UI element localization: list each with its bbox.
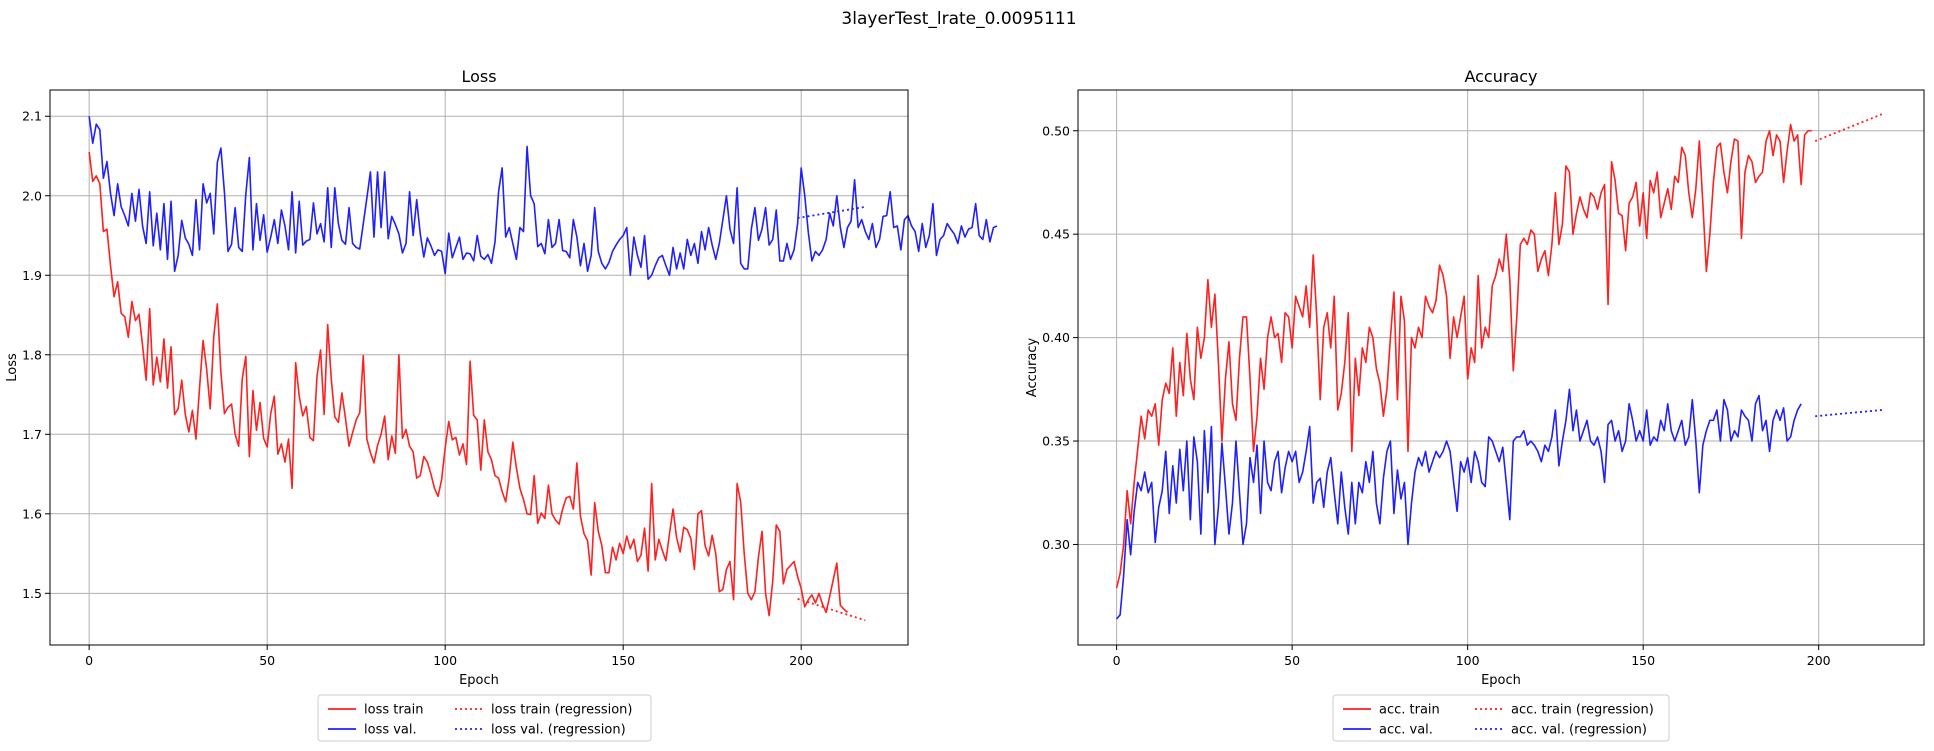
legend-label: loss train xyxy=(364,703,424,718)
series-line-loss-train-regression- xyxy=(797,598,866,622)
legend-label: loss train (regression) xyxy=(491,703,633,718)
series-line-acc-val- xyxy=(1115,388,1802,620)
axes-frame xyxy=(49,89,909,646)
y-tick-label: 1.8 xyxy=(22,347,42,362)
x-axis-label: Epoch xyxy=(459,673,499,688)
x-tick-label: 150 xyxy=(1631,653,1655,668)
x-tick-label: 0 xyxy=(85,653,93,668)
x-axis-label: Epoch xyxy=(1481,673,1521,688)
legend-label: loss val. (regression) xyxy=(491,723,626,738)
legend-box xyxy=(317,694,652,742)
x-tick-label: 200 xyxy=(1807,653,1831,668)
y-tick-label: 0.50 xyxy=(1042,123,1070,138)
y-tick-label: 0.40 xyxy=(1042,330,1070,345)
chart-title: Accuracy xyxy=(1464,67,1537,86)
legend-label: acc. val. (regression) xyxy=(1511,723,1647,738)
chart-1: 0 50 100 150 200 0.30 0.35 0.40 0.45 0.50 Accuracy… xyxy=(1025,67,1925,742)
x-tick-label: 150 xyxy=(611,653,635,668)
x-tick-label: 100 xyxy=(433,653,457,668)
y-tick-label: 1.6 xyxy=(22,506,42,521)
series-line-acc-train-regression- xyxy=(1814,113,1883,142)
y-tick-label: 2.0 xyxy=(22,188,42,203)
x-tick-label: 50 xyxy=(259,653,275,668)
series-line-loss-val- xyxy=(88,116,998,281)
x-tick-label: 50 xyxy=(1284,653,1300,668)
x-tick-label: 200 xyxy=(789,653,813,668)
legend-label: loss val. xyxy=(364,723,417,738)
y-axis-label: Loss xyxy=(5,353,20,382)
legend-label: acc. val. xyxy=(1379,723,1433,738)
legend: acc. train acc. val. acc. train (regressio… xyxy=(1332,694,1670,742)
chart-title: Loss xyxy=(461,67,496,86)
legend-label: acc. train (regression) xyxy=(1511,703,1654,718)
series-line-loss-train xyxy=(88,151,849,617)
series-line-loss-val-regression- xyxy=(797,205,866,219)
y-tick-label: 0.45 xyxy=(1042,227,1070,242)
y-axis-label: Accuracy xyxy=(1025,338,1040,398)
x-tick-label: 100 xyxy=(1456,653,1480,668)
x-tick-label: 0 xyxy=(1113,653,1121,668)
axes-frame xyxy=(1077,89,1925,646)
series-line-acc-val-regression- xyxy=(1815,409,1882,418)
y-tick-label: 1.9 xyxy=(22,268,42,283)
y-tick-label: 1.7 xyxy=(22,427,42,442)
series-line-acc-train xyxy=(1115,123,1812,589)
y-tick-label: 1.5 xyxy=(22,586,42,601)
legend: loss train loss val. loss train (regressio… xyxy=(317,694,652,742)
y-tick-label: 2.1 xyxy=(22,109,42,124)
legend-label: acc. train xyxy=(1379,703,1440,718)
figure-title: 3layerTest_lrate_0.0095111 xyxy=(841,9,1076,29)
y-tick-label: 0.35 xyxy=(1042,434,1070,449)
y-tick-label: 0.30 xyxy=(1042,537,1070,552)
legend-box xyxy=(1332,694,1670,742)
chart-0: 0 50 100 150 200 1.5 1.6 1.7 1.8 1.9 2.0 2.1 Loss Epo… xyxy=(5,67,998,742)
